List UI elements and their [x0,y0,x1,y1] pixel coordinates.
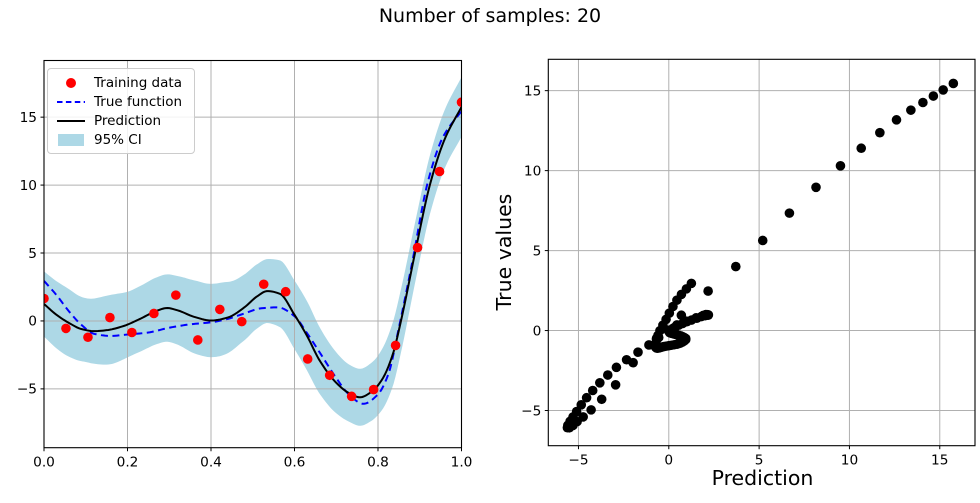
right-plot-xlabel: Prediction [711,466,814,490]
x-tick-label: 10 [841,453,858,469]
scatter-point [578,412,588,422]
training-point [258,279,269,290]
scatter-point [784,208,795,218]
scatter-point [663,325,673,336]
scatter-point [595,378,605,388]
training-points [44,97,462,402]
scatter-point [703,286,713,296]
scatter-point [918,97,928,108]
training-point [83,332,93,343]
scatter-point [586,405,596,415]
training-point [390,340,401,351]
scatter-point [672,320,682,330]
scatter-point [610,380,621,390]
legend-dot-icon [66,77,76,88]
legend-label: True function [94,93,183,110]
legend: Training data True function Prediction 95% … [47,68,196,154]
legend-row: True function [56,92,182,111]
y-tick-label: −5 [17,382,37,398]
legend-label: Training data [94,74,182,91]
x-tick-label: 5 [755,453,764,469]
y-tick-label: 10 [524,163,541,179]
legend-row: Prediction [56,111,182,130]
training-point [105,312,115,323]
scatter-point [587,385,598,396]
training-point [280,286,291,297]
training-point [324,370,335,381]
x-tick-label: 0.6 [284,455,306,471]
right-plot-ylabel: True values [492,193,516,311]
y-tick-label: 15 [524,83,541,99]
x-tick-label: 1.0 [451,455,473,471]
scatter-point [757,235,768,246]
scatter-point [906,105,916,115]
scatter-point [628,357,638,368]
scatter-point [691,313,701,323]
training-point [44,293,49,304]
training-point [412,242,423,253]
training-point [215,304,225,315]
training-point [368,384,379,395]
scatter-point [576,400,587,410]
y-tick-label: 0 [28,314,37,330]
training-point [346,391,357,402]
training-point [236,316,247,327]
scatter-point [581,392,592,403]
scatter-points [562,78,959,433]
training-point [434,166,445,177]
legend-label: 95% CI [94,131,142,148]
scatter-point [948,78,959,89]
prediction-line [44,106,462,399]
scatter-point [644,340,654,350]
scatter-point [602,370,613,380]
scatter-point [611,362,622,373]
scatter-point [875,127,885,138]
true-function-line [44,110,462,405]
right-plot: −5 0 5 10 15 −5 0 5 10 15 [521,58,976,469]
axes-frame [547,58,976,447]
y-tick-label: −5 [521,403,541,419]
scatter-point [891,115,902,125]
ci-band [44,77,462,426]
y-tick-label: 5 [28,246,37,262]
training-point [171,290,181,300]
scatter-point [938,85,948,95]
legend-row: Training data [56,73,182,92]
scatter-point [811,182,821,193]
x-tick-label: 0.0 [33,455,55,471]
scatter-point [928,91,939,101]
x-tick-label: −5 [568,453,588,469]
legend-line-icon [57,119,85,122]
scatter-point [596,394,607,405]
y-tick-label: 15 [20,110,37,126]
figure-title: Number of samples: 20 [378,5,602,27]
y-tick-label: 5 [533,243,542,259]
scatter-point [651,333,662,344]
y-tick-label: 0 [533,323,542,339]
scatter-point [676,310,687,321]
scatter-point [835,161,846,171]
legend-row: 95% CI [56,130,182,149]
training-point [149,308,159,319]
training-point [127,327,137,338]
training-point [61,323,71,334]
training-point [302,354,313,364]
x-tick-label: 0 [664,453,673,469]
training-point [193,335,203,345]
x-tick-label: 0.8 [367,455,389,471]
y-tick-label: 10 [20,178,37,194]
x-tick-label: 0.4 [200,455,222,471]
x-tick-label: 15 [931,453,948,469]
training-point [456,97,462,108]
scatter-point [633,347,643,358]
axes-frame [43,59,463,449]
x-tick-label: 0.2 [117,455,139,471]
legend-dashed-line-icon [57,100,85,103]
legend-patch-icon [58,133,84,146]
legend-label: Prediction [94,112,162,129]
scatter-point [730,261,741,272]
scatter-point [856,143,867,154]
